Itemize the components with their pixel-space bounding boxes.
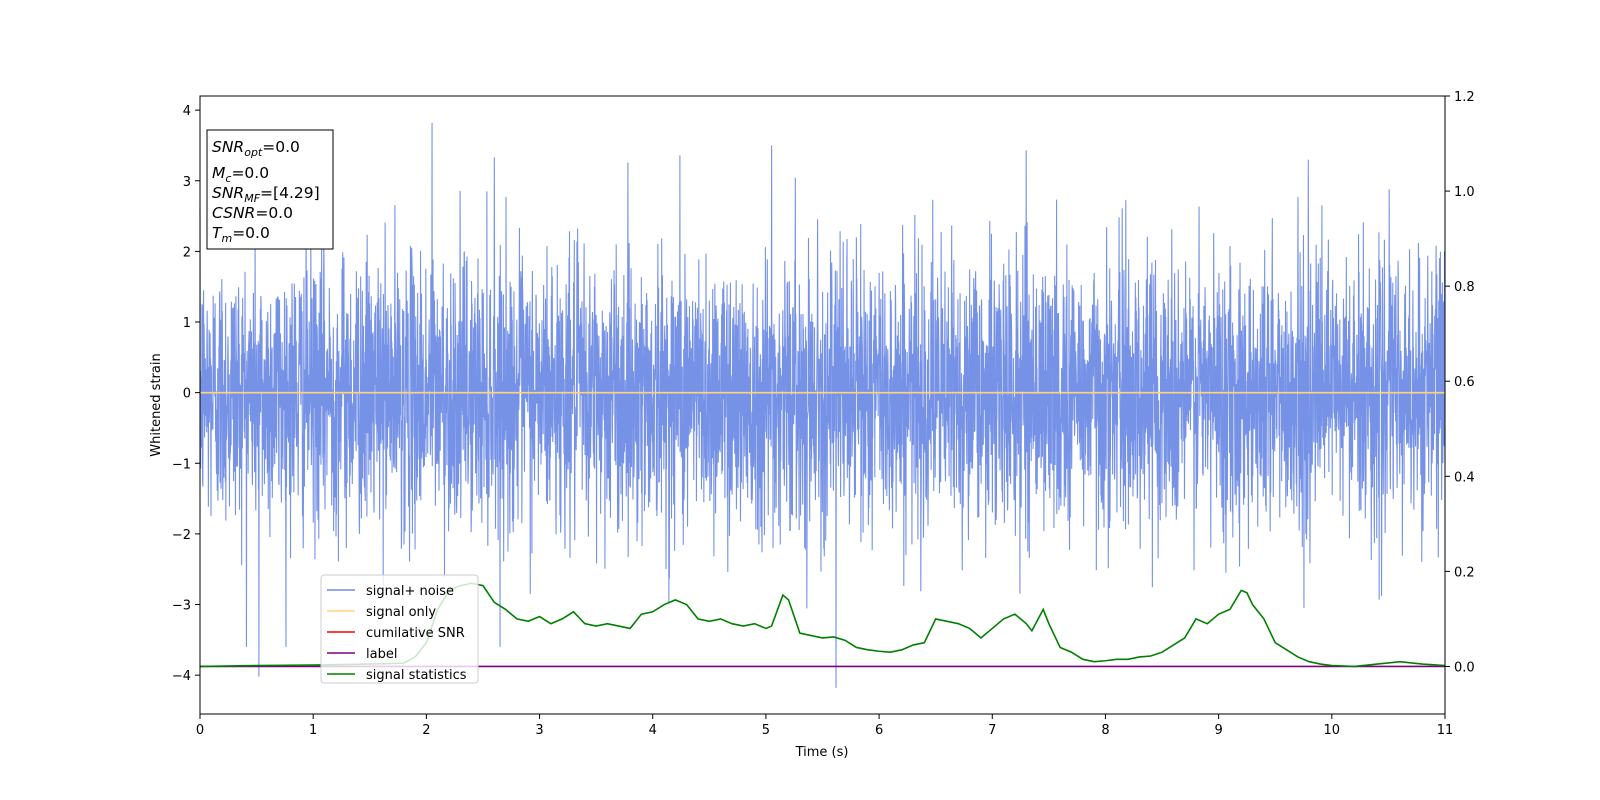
right-y-tick-label: 0.8 [1454,280,1475,295]
left-y-tick-label: 2 [183,245,191,260]
signal-noise-series [199,122,1446,688]
legend-label: signal only [366,605,436,620]
info-box: SNRopt=0.0 Mc=0.0 SNRMF=[4.29] CSNR=0.0 … [206,129,334,250]
right-y-tick-label: 0.4 [1454,470,1475,485]
right-y-tick-label: 0.2 [1454,565,1475,580]
y-axis-label: Whitened strain [149,353,164,456]
info-line-snr-opt: SNRopt=0.0 [212,138,300,159]
left-y-axis-ticks: −4 −3 −2 −1 0 1 2 3 4 [172,104,200,684]
x-tick-label: 5 [762,723,770,738]
x-tick-label: 6 [875,723,883,738]
x-axis-ticks: 0 1 2 3 4 5 6 7 8 9 10 11 [196,714,1453,738]
info-line-snr-mf: SNRMF=[4.29] [212,184,320,205]
right-y-tick-label: 1.0 [1454,185,1475,200]
info-line-tm: Tm=0.0 [212,224,270,245]
signal-statistics-series [199,582,1446,668]
axes-frame [199,95,1446,715]
x-tick-label: 3 [535,723,543,738]
left-y-tick-label: 1 [183,316,191,331]
right-y-axis-ticks: 0.0 0.2 0.4 0.6 0.8 1.0 1.2 [1445,90,1475,675]
x-tick-label: 1 [309,723,317,738]
legend-label: signal+ noise [366,584,454,599]
right-y-tick-label: 0.0 [1454,660,1475,675]
x-tick-label: 7 [988,723,996,738]
legend-label: label [366,647,397,662]
info-line-mc: Mc=0.0 [212,164,269,185]
x-tick-label: 0 [196,723,204,738]
left-y-tick-label: 0 [183,387,191,402]
x-tick-label: 2 [422,723,430,738]
legend-label: cumilative SNR [366,626,465,641]
left-y-tick-label: 4 [183,104,191,119]
right-y-tick-label: 0.6 [1454,375,1475,390]
x-tick-label: 4 [649,723,657,738]
left-y-tick-label: −3 [172,599,191,614]
left-y-tick-label: 3 [183,175,191,190]
x-tick-label: 10 [1324,723,1341,738]
x-tick-label: 9 [1214,723,1222,738]
left-y-tick-label: −2 [172,528,191,543]
left-y-tick-label: −1 [172,457,191,472]
signal-noise-trace [199,122,1446,688]
x-tick-label: 11 [1437,723,1454,738]
x-axis-label: Time (s) [795,745,849,760]
left-y-tick-label: −4 [172,669,191,684]
right-y-tick-label: 1.2 [1454,90,1475,105]
x-tick-label: 8 [1101,723,1109,738]
legend-label: signal statistics [366,668,467,683]
legend: signal+ noise signal only cumilative SNR la… [320,574,479,684]
info-line-csnr: CSNR=0.0 [212,204,293,222]
